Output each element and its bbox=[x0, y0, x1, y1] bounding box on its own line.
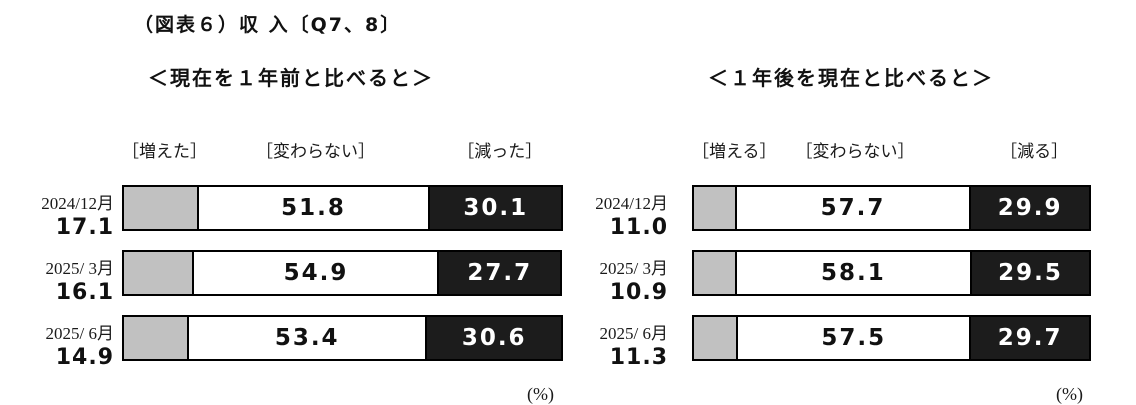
legend-item-decrease: ［減る］ bbox=[1000, 142, 1069, 161]
chart-year-later-vs-current: ＜１年後を現在と比べると＞ ［増える］ ［変わらない］ ［減る］ 2024/12… bbox=[576, 62, 1126, 405]
segment-value: 57.7 bbox=[820, 195, 886, 221]
segment-increase bbox=[692, 250, 737, 296]
segment-decrease: 29.9 bbox=[968, 185, 1092, 231]
legend-item-unchanged: ［変わらない］ bbox=[795, 142, 915, 161]
stacked-bar: 54.9 27.7 bbox=[122, 250, 572, 296]
stacked-bar: 57.7 29.9 bbox=[692, 185, 1101, 231]
row-label: 2024/12月 17.1 bbox=[10, 185, 118, 250]
row-label: 2025/ 6月 11.3 bbox=[576, 315, 672, 380]
row-label: 2024/12月 11.0 bbox=[576, 185, 672, 250]
row-date: 2025/ 3月 bbox=[45, 259, 114, 278]
stacked-bar: 58.1 29.5 bbox=[692, 250, 1101, 296]
segment-increase bbox=[122, 250, 195, 296]
row-label: 2025/ 6月 14.9 bbox=[10, 315, 118, 380]
segment-decrease: 30.1 bbox=[428, 185, 564, 231]
stacked-bar: 57.5 29.7 bbox=[692, 315, 1101, 361]
row-label: 2025/ 3月 10.9 bbox=[576, 250, 672, 315]
segment-value: 58.1 bbox=[821, 260, 886, 286]
legend-item-decrease: ［減った］ bbox=[457, 142, 543, 161]
row-increase-value: 11.3 bbox=[609, 345, 668, 370]
segment-decrease: 30.6 bbox=[425, 315, 564, 361]
segment-value: 27.7 bbox=[467, 260, 533, 286]
segment-value: 53.4 bbox=[274, 325, 340, 351]
chart-subtitle: ＜現在を１年前と比べると＞ bbox=[148, 66, 434, 90]
segment-unchanged: 57.5 bbox=[736, 315, 972, 361]
segment-unchanged: 58.1 bbox=[734, 250, 973, 296]
chart-grid: ［増える］ ［変わらない］ ［減る］ 2024/12月 11.0 57.7 29… bbox=[576, 139, 1126, 405]
row-increase-value: 17.1 bbox=[55, 215, 114, 240]
segment-increase bbox=[122, 185, 199, 231]
legend-item-increase: ［増える］ bbox=[692, 142, 777, 161]
chart-current-vs-year-ago: ＜現在を１年前と比べると＞ ［増えた］ ［変わらない］ ［減った］ 2024/1… bbox=[10, 62, 572, 405]
legend: ［増える］ ［変わらない］ ［減る］ bbox=[692, 139, 1101, 165]
segment-value: 29.7 bbox=[997, 325, 1063, 351]
segment-value: 54.9 bbox=[283, 260, 349, 286]
segment-unchanged: 54.9 bbox=[192, 250, 440, 296]
figure-title: （図表６）収 入〔Q7、8〕 bbox=[134, 14, 402, 36]
row-increase-value: 11.0 bbox=[609, 215, 668, 240]
row-date: 2024/12月 bbox=[595, 194, 668, 213]
row-date: 2025/ 6月 bbox=[599, 324, 668, 343]
legend-item-unchanged: ［変わらない］ bbox=[255, 142, 375, 161]
segment-value: 57.5 bbox=[821, 325, 887, 351]
segment-decrease: 27.7 bbox=[437, 250, 563, 296]
segment-value: 30.1 bbox=[463, 195, 529, 221]
percent-unit-label: (%) bbox=[1056, 384, 1083, 404]
segment-increase bbox=[122, 315, 190, 361]
row-increase-value: 14.9 bbox=[55, 345, 114, 370]
row-date: 2025/ 3月 bbox=[599, 259, 668, 278]
row-label: 2025/ 3月 16.1 bbox=[10, 250, 118, 315]
chart-subtitle: ＜１年後を現在と比べると＞ bbox=[708, 66, 994, 90]
segment-decrease: 29.7 bbox=[969, 315, 1091, 361]
segment-increase bbox=[692, 185, 737, 231]
segment-value: 29.5 bbox=[998, 260, 1063, 286]
segment-unchanged: 51.8 bbox=[196, 185, 431, 231]
row-increase-value: 10.9 bbox=[609, 280, 668, 305]
stacked-bar: 53.4 30.6 bbox=[122, 315, 572, 361]
percent-unit-label: (%) bbox=[527, 384, 554, 404]
row-date: 2024/12月 bbox=[41, 194, 114, 213]
segment-unchanged: 57.7 bbox=[734, 185, 971, 231]
row-date: 2025/ 6月 bbox=[45, 324, 114, 343]
segment-value: 29.9 bbox=[997, 195, 1063, 221]
segment-value: 51.8 bbox=[281, 195, 346, 221]
chart-grid: ［増えた］ ［変わらない］ ［減った］ 2024/12月 17.1 51.8 3… bbox=[10, 139, 572, 405]
stacked-bar: 51.8 30.1 bbox=[122, 185, 572, 231]
legend: ［増えた］ ［変わらない］ ［減った］ bbox=[122, 139, 572, 165]
segment-value: 30.6 bbox=[461, 325, 527, 351]
row-increase-value: 16.1 bbox=[55, 280, 114, 305]
segment-increase bbox=[692, 315, 739, 361]
segment-unchanged: 53.4 bbox=[187, 315, 428, 361]
legend-item-increase: ［増えた］ bbox=[122, 142, 207, 161]
segment-decrease: 29.5 bbox=[970, 250, 1091, 296]
